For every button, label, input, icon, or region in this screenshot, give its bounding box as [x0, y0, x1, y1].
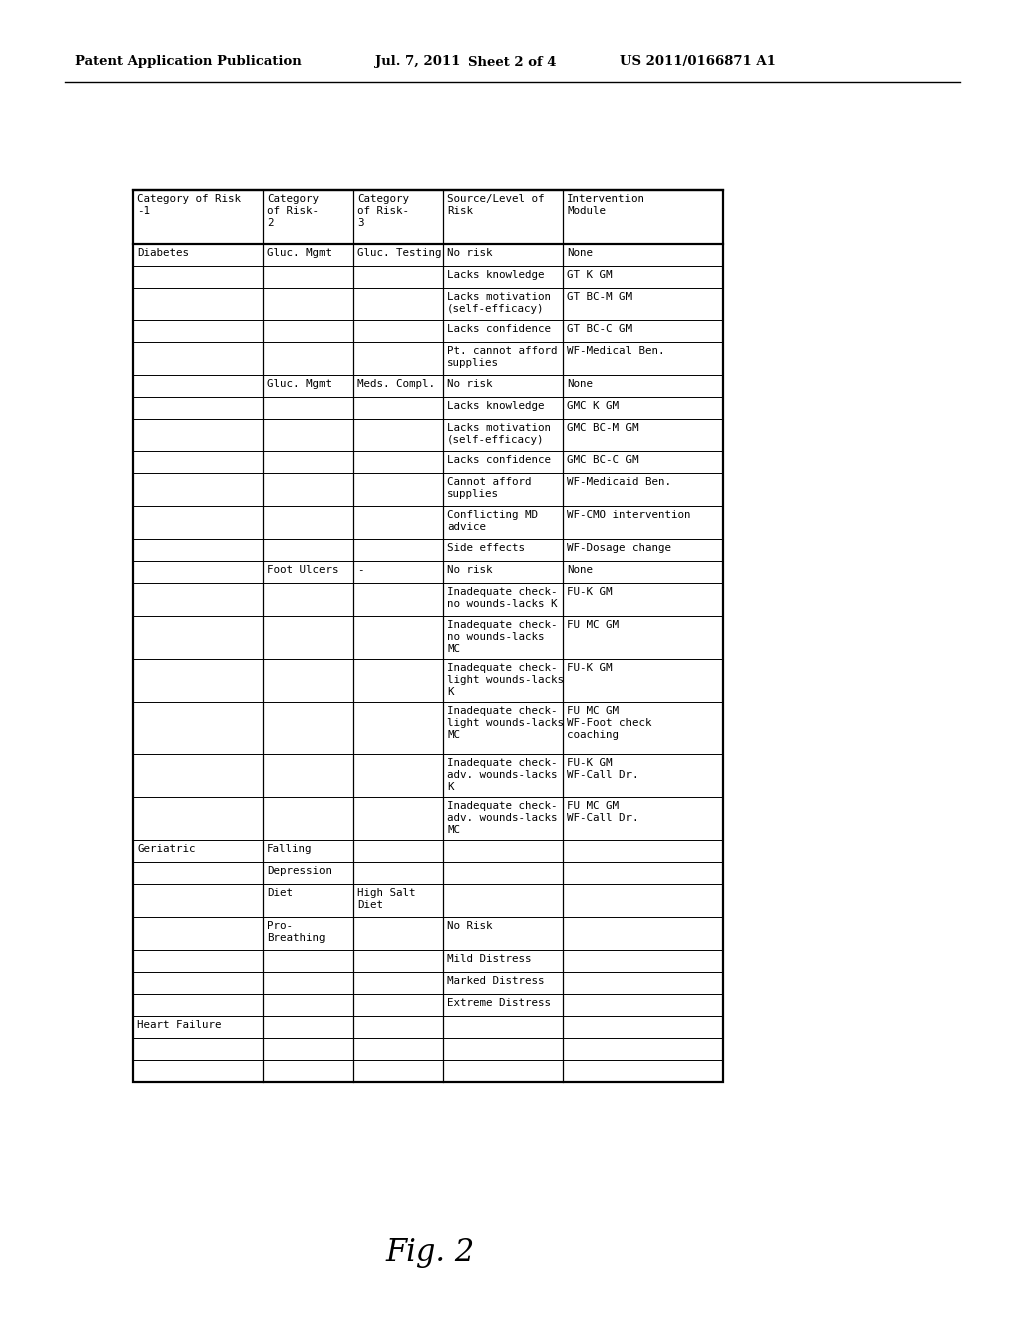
Text: -: -: [357, 565, 364, 576]
Text: Conflicting MD
advice: Conflicting MD advice: [447, 510, 538, 532]
Text: None: None: [567, 565, 593, 576]
Text: Depression: Depression: [267, 866, 332, 876]
Text: GT K GM: GT K GM: [567, 271, 612, 280]
Text: Lacks knowledge: Lacks knowledge: [447, 271, 545, 280]
Text: FU-K GM
WF-Call Dr.: FU-K GM WF-Call Dr.: [567, 758, 639, 780]
Text: FU-K GM: FU-K GM: [567, 663, 612, 673]
Text: Mild Distress: Mild Distress: [447, 954, 531, 964]
Text: Pro-
Breathing: Pro- Breathing: [267, 921, 326, 942]
Text: WF-Dosage change: WF-Dosage change: [567, 543, 671, 553]
Text: Sheet 2 of 4: Sheet 2 of 4: [468, 55, 556, 69]
Text: Inadequate check-
no wounds-lacks
MC: Inadequate check- no wounds-lacks MC: [447, 620, 557, 653]
Text: No Risk: No Risk: [447, 921, 493, 931]
Text: None: None: [567, 379, 593, 389]
Text: Geriatric: Geriatric: [137, 843, 196, 854]
Text: Fig. 2: Fig. 2: [385, 1237, 475, 1267]
Text: Patent Application Publication: Patent Application Publication: [75, 55, 302, 69]
Text: FU MC GM: FU MC GM: [567, 620, 618, 630]
Text: Extreme Distress: Extreme Distress: [447, 998, 551, 1008]
Text: Source/Level of
Risk: Source/Level of Risk: [447, 194, 545, 216]
Text: US 2011/0166871 A1: US 2011/0166871 A1: [620, 55, 776, 69]
Text: No risk: No risk: [447, 248, 493, 257]
Text: Intervention
Module: Intervention Module: [567, 194, 645, 216]
Text: Inadequate check-
adv. wounds-lacks
K: Inadequate check- adv. wounds-lacks K: [447, 758, 557, 792]
Text: Category of Risk
-1: Category of Risk -1: [137, 194, 241, 216]
Text: Meds. Compl.: Meds. Compl.: [357, 379, 435, 389]
Text: Cannot afford
supplies: Cannot afford supplies: [447, 477, 531, 499]
Text: No risk: No risk: [447, 565, 493, 576]
Text: Diabetes: Diabetes: [137, 248, 189, 257]
Text: Lacks confidence: Lacks confidence: [447, 323, 551, 334]
Text: WF-Medical Ben.: WF-Medical Ben.: [567, 346, 665, 356]
Text: Lacks confidence: Lacks confidence: [447, 455, 551, 465]
Text: Jul. 7, 2011: Jul. 7, 2011: [375, 55, 461, 69]
Text: GMC K GM: GMC K GM: [567, 401, 618, 411]
Text: WF-CMO intervention: WF-CMO intervention: [567, 510, 690, 520]
Text: None: None: [567, 248, 593, 257]
Text: Falling: Falling: [267, 843, 312, 854]
Text: GMC BC-C GM: GMC BC-C GM: [567, 455, 639, 465]
Text: Diet: Diet: [267, 888, 293, 898]
Text: FU-K GM: FU-K GM: [567, 587, 612, 597]
Text: GMC BC-M GM: GMC BC-M GM: [567, 422, 639, 433]
Text: Side effects: Side effects: [447, 543, 525, 553]
Text: Inadequate check-
light wounds-lacks
MC: Inadequate check- light wounds-lacks MC: [447, 706, 564, 741]
Text: Lacks motivation
(self-efficacy): Lacks motivation (self-efficacy): [447, 422, 551, 445]
Text: WF-Medicaid Ben.: WF-Medicaid Ben.: [567, 477, 671, 487]
Text: Lacks knowledge: Lacks knowledge: [447, 401, 545, 411]
Text: Gluc. Mgmt: Gluc. Mgmt: [267, 379, 332, 389]
Text: Gluc. Mgmt: Gluc. Mgmt: [267, 248, 332, 257]
Text: Lacks motivation
(self-efficacy): Lacks motivation (self-efficacy): [447, 292, 551, 314]
Text: High Salt
Diet: High Salt Diet: [357, 888, 416, 909]
Text: No risk: No risk: [447, 379, 493, 389]
Text: Marked Distress: Marked Distress: [447, 975, 545, 986]
Text: GT BC-C GM: GT BC-C GM: [567, 323, 632, 334]
Text: Category
of Risk-
2: Category of Risk- 2: [267, 194, 319, 228]
Text: Pt. cannot afford
supplies: Pt. cannot afford supplies: [447, 346, 557, 368]
Text: Inadequate check-
light wounds-lacks
K: Inadequate check- light wounds-lacks K: [447, 663, 564, 697]
Text: Heart Failure: Heart Failure: [137, 1020, 221, 1030]
Text: Gluc. Testing: Gluc. Testing: [357, 248, 441, 257]
Bar: [133, 190, 723, 1082]
Text: Category
of Risk-
3: Category of Risk- 3: [357, 194, 409, 228]
Text: Inadequate check-
adv. wounds-lacks
MC: Inadequate check- adv. wounds-lacks MC: [447, 801, 557, 836]
Text: Foot Ulcers: Foot Ulcers: [267, 565, 339, 576]
Text: FU MC GM
WF-Foot check
coaching: FU MC GM WF-Foot check coaching: [567, 706, 651, 741]
Text: FU MC GM
WF-Call Dr.: FU MC GM WF-Call Dr.: [567, 801, 639, 822]
Text: Inadequate check-
no wounds-lacks K: Inadequate check- no wounds-lacks K: [447, 587, 557, 609]
Text: GT BC-M GM: GT BC-M GM: [567, 292, 632, 302]
